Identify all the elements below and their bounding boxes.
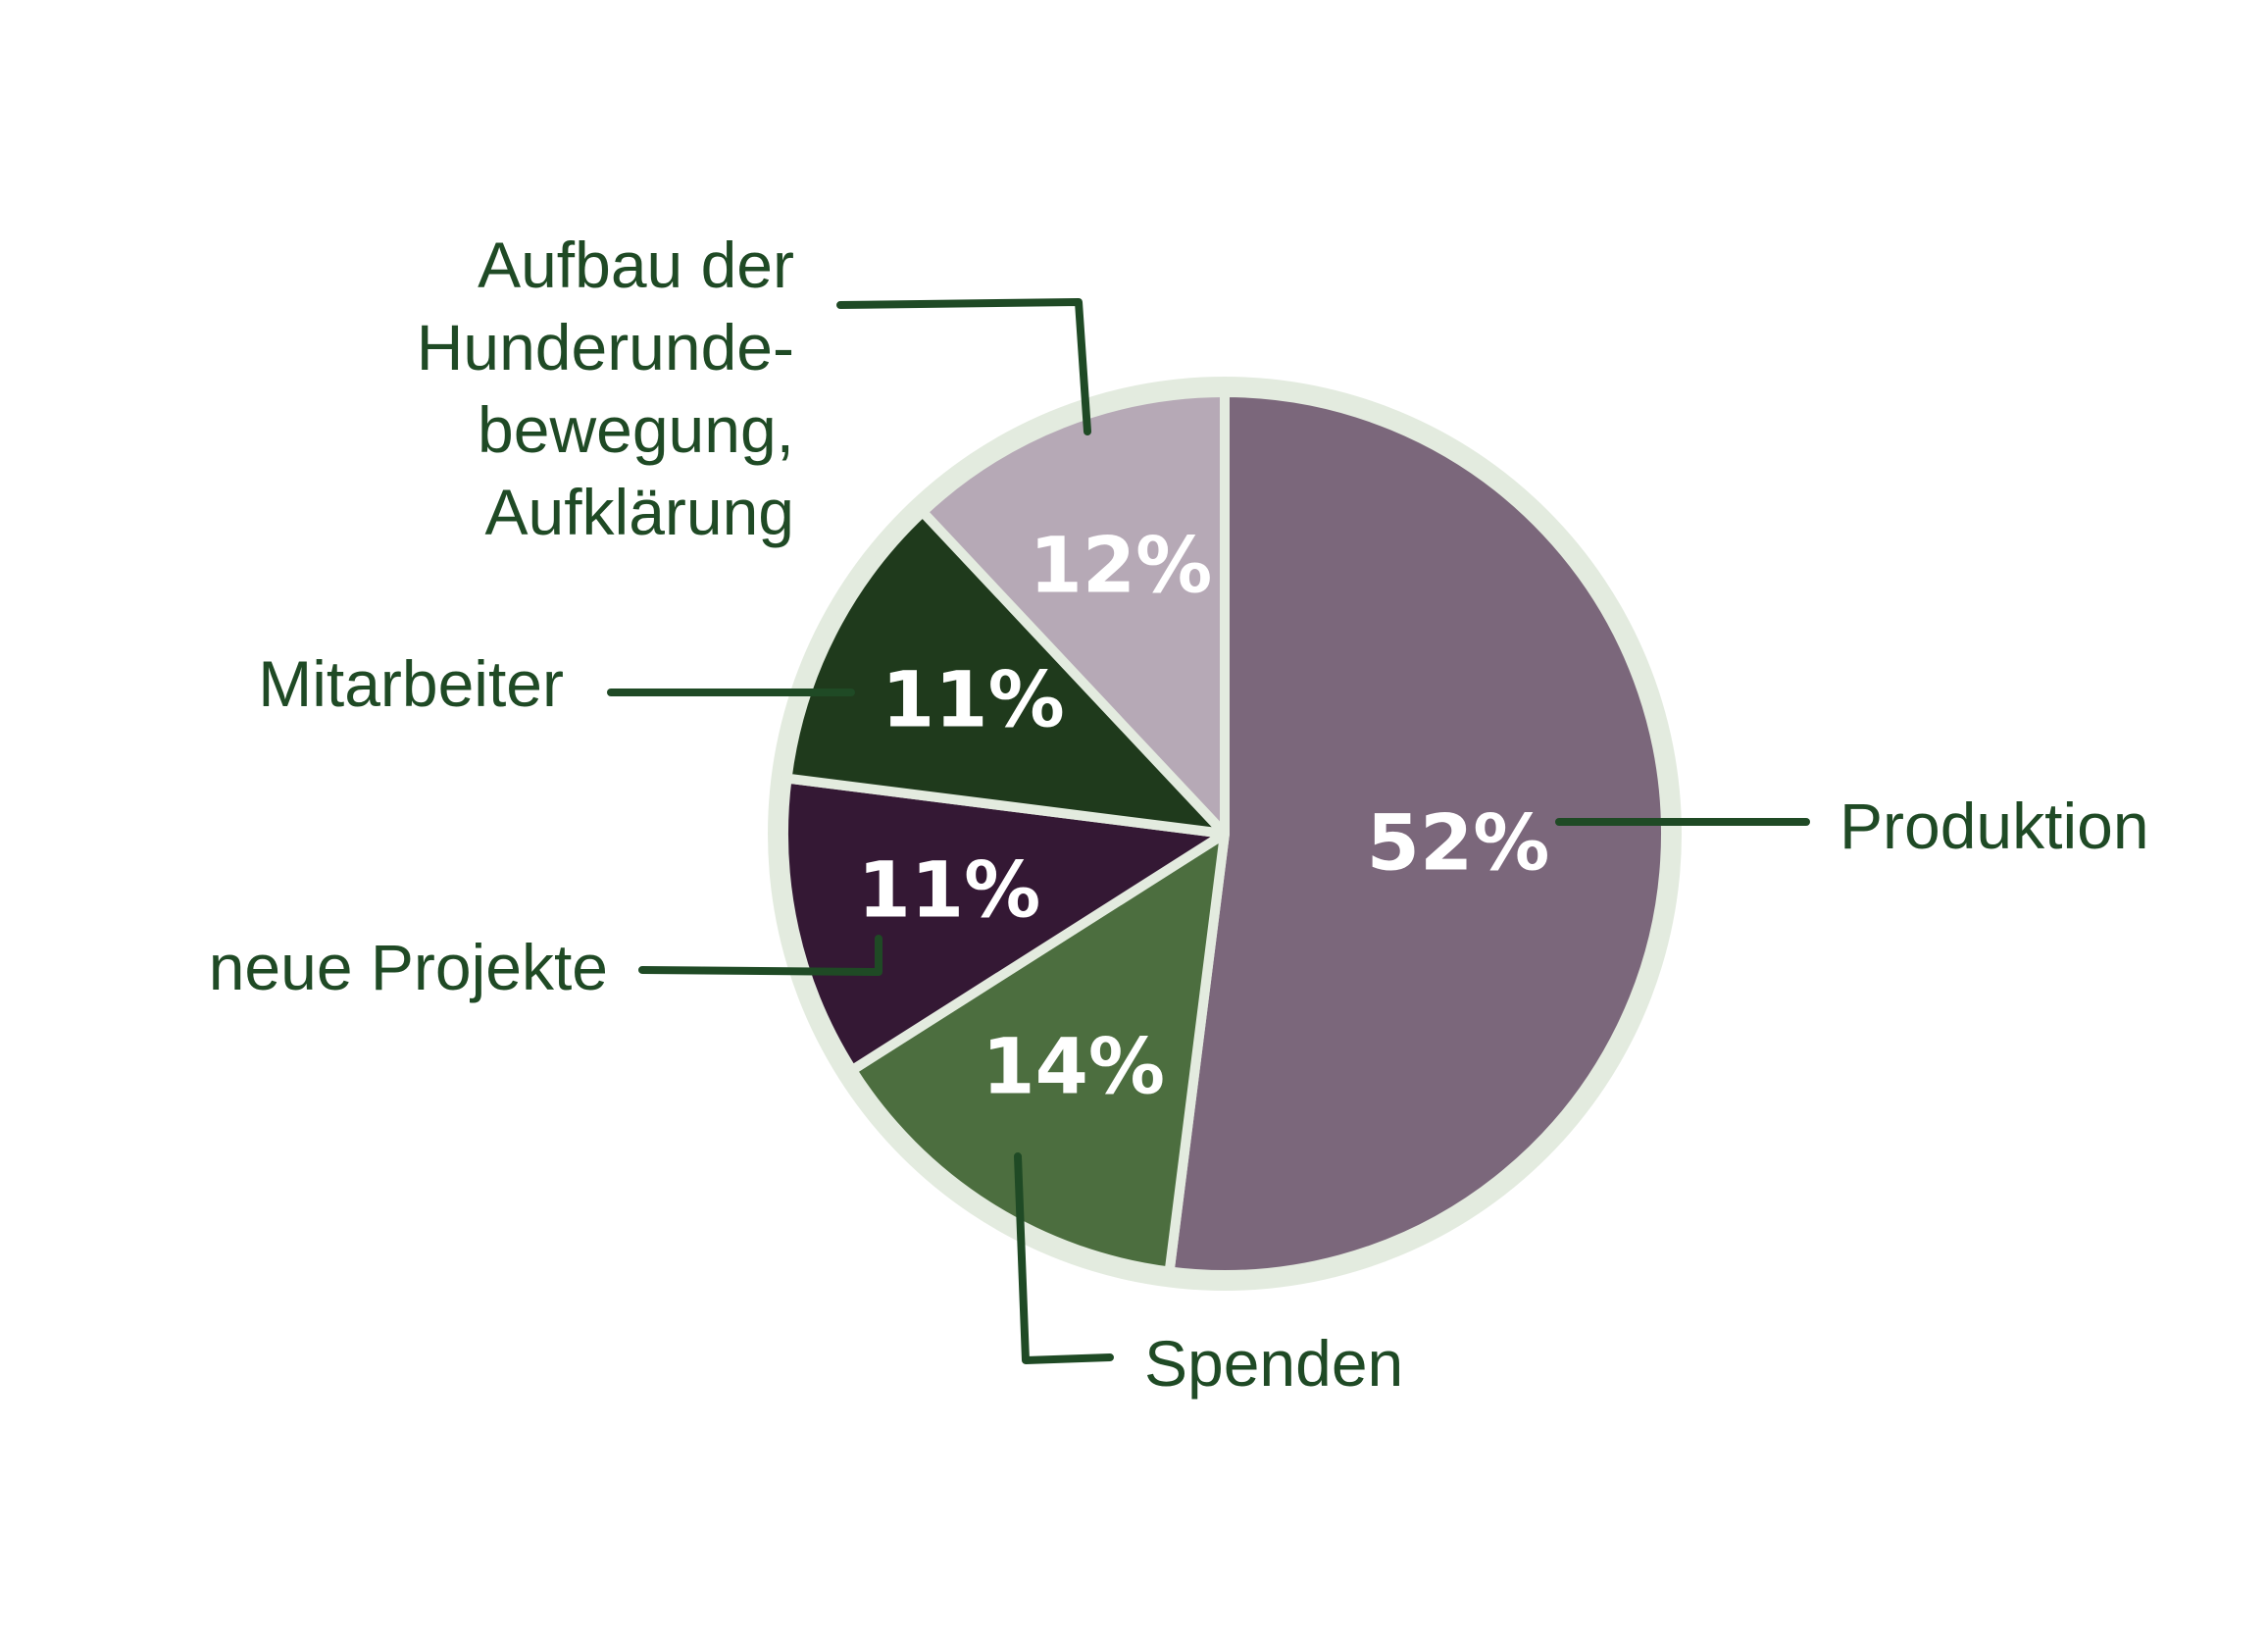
category-label: neue Projekte: [208, 931, 608, 1003]
leader-line: [638, 935, 882, 976]
pie-slice: [847, 829, 1230, 1277]
pie-slice: [779, 773, 1230, 1076]
value-label: 12%: [1030, 523, 1213, 611]
category-label: Spenden: [1144, 1327, 1404, 1400]
pie-slice: [781, 506, 1230, 839]
category-label: Mitarbeiter: [258, 647, 564, 720]
category-label: Aufbau der Hunderunde- bewegung, Aufklär…: [416, 229, 794, 548]
leader-line: [836, 298, 1091, 435]
value-label: 11%: [858, 846, 1041, 935]
category-label: Produktion: [1840, 790, 2149, 862]
value-label: 11%: [882, 657, 1065, 745]
pie-slice: [917, 387, 1230, 839]
pie: 52% 14% 11% 11% 12%: [779, 387, 1671, 1280]
pie-slice: [1164, 387, 1671, 1280]
value-label: 14%: [982, 1024, 1165, 1112]
leader-line: [1014, 1152, 1114, 1364]
value-label: 52%: [1367, 799, 1550, 888]
